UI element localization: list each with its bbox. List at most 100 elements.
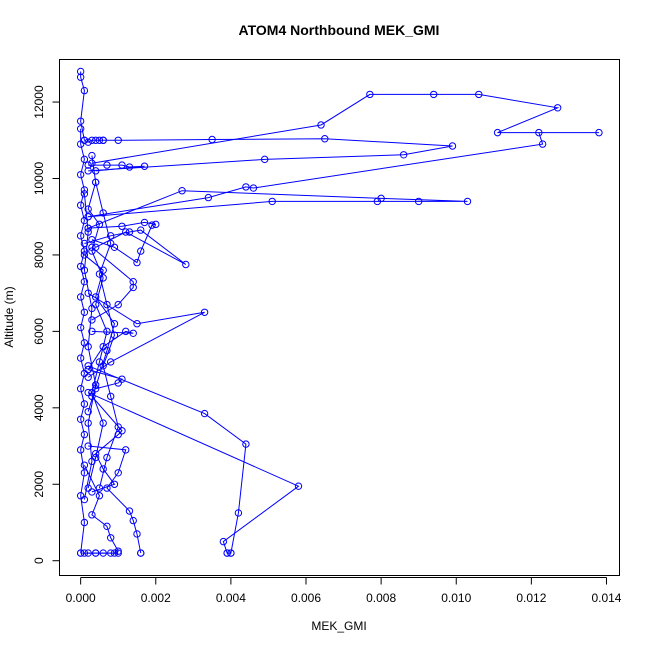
data-point — [84, 388, 92, 397]
data-point — [88, 488, 96, 496]
data-point — [463, 197, 472, 206]
data-point — [80, 495, 89, 504]
data-point — [114, 549, 122, 557]
data-point — [493, 128, 502, 137]
series-line-6 — [87, 190, 468, 229]
data-point — [76, 170, 85, 179]
data-point — [294, 482, 303, 490]
data-point — [110, 331, 119, 339]
data-point — [88, 511, 96, 519]
data-point — [242, 183, 250, 191]
series-line-5 — [88, 93, 599, 218]
data-point — [114, 469, 122, 477]
x-tick-label: 0.008 — [366, 591, 396, 605]
data-point — [140, 218, 149, 227]
data-point — [84, 549, 92, 557]
data-point — [125, 507, 134, 515]
data-point — [118, 375, 126, 383]
data-point — [103, 522, 111, 531]
data-point — [103, 453, 111, 462]
data-point — [122, 228, 130, 236]
data-point — [84, 373, 92, 381]
data-point — [223, 549, 231, 557]
data-point — [84, 407, 92, 416]
data-point — [129, 516, 137, 525]
series-line-23 — [83, 193, 97, 500]
data-point — [84, 342, 92, 351]
data-point — [107, 239, 115, 248]
data-point — [80, 239, 89, 248]
chart-title: ATOM4 Northbound MEK_GMI — [239, 22, 440, 38]
data-point — [76, 125, 85, 133]
data-point — [114, 547, 122, 555]
data-point — [99, 419, 107, 427]
data-point — [107, 232, 115, 240]
data-point — [95, 270, 104, 278]
data-point — [114, 379, 122, 387]
data-point — [219, 537, 228, 546]
data-point — [110, 480, 119, 488]
data-point — [91, 381, 100, 389]
data-point — [84, 419, 92, 427]
data-point — [107, 549, 115, 557]
data-point — [125, 228, 134, 236]
data-point — [268, 197, 276, 206]
data-point — [317, 121, 325, 129]
data-point — [84, 205, 92, 213]
series-line-3 — [88, 138, 453, 172]
data-point — [137, 226, 145, 234]
series-line-15 — [91, 396, 123, 493]
x-axis: 0.000 0.002 0.004 0.006 0.008 0.010 0.012 0.014 — [66, 577, 622, 605]
series-layer — [76, 67, 603, 557]
data-point — [399, 151, 408, 159]
data-point — [84, 138, 92, 146]
data-point — [84, 362, 92, 370]
data-point — [84, 228, 92, 236]
data-point — [76, 262, 85, 271]
data-point — [103, 161, 111, 169]
series-line-7 — [88, 221, 156, 264]
series-line-19 — [84, 254, 116, 412]
x-axis-label: MEK_GMI — [311, 619, 366, 633]
data-point — [80, 369, 89, 378]
data-point — [80, 155, 89, 164]
data-point — [99, 342, 107, 351]
data-point — [88, 159, 96, 167]
data-point — [91, 453, 100, 462]
series-line-16 — [88, 445, 142, 554]
y-tick-label: 10000 — [32, 161, 46, 195]
data-point — [80, 247, 89, 255]
y-tick-label: 8000 — [32, 241, 46, 268]
data-point — [103, 346, 111, 355]
data-point — [129, 277, 137, 286]
data-point — [76, 67, 85, 76]
series-line-1 — [80, 71, 85, 141]
data-point — [107, 534, 115, 542]
data-point — [80, 400, 89, 408]
data-point — [95, 358, 104, 366]
data-point — [95, 220, 104, 229]
series-line-20 — [80, 128, 85, 554]
data-point — [103, 327, 111, 336]
x-tick-label: 0.014 — [591, 591, 621, 605]
data-point — [76, 73, 85, 81]
series-line-22 — [95, 182, 119, 489]
data-point — [84, 213, 92, 221]
data-point — [110, 243, 119, 251]
data-point — [99, 362, 107, 370]
data-point — [88, 247, 96, 255]
data-point — [88, 316, 96, 324]
data-point — [242, 440, 250, 448]
data-point — [137, 247, 145, 255]
data-point — [148, 221, 156, 229]
data-point — [88, 151, 96, 160]
data-point — [88, 388, 96, 397]
data-point — [91, 136, 100, 144]
data-point — [553, 104, 562, 112]
y-axis-label: Altitude (m) — [2, 286, 16, 347]
data-point — [91, 293, 100, 301]
data-point — [80, 186, 89, 194]
data-point — [414, 197, 423, 206]
data-point — [133, 258, 141, 267]
